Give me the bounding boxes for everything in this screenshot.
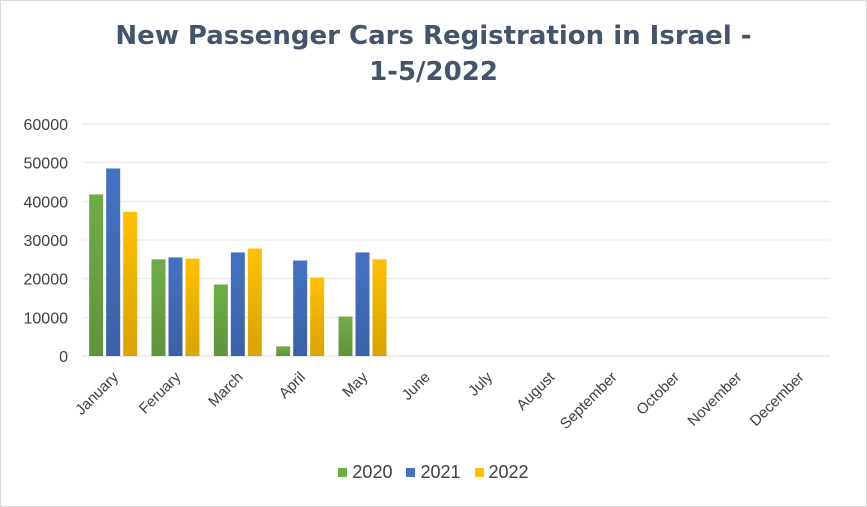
x-tick-label: April xyxy=(276,369,309,402)
x-tick-label: July xyxy=(465,368,496,399)
bar-2020-May xyxy=(339,317,353,356)
legend-swatch xyxy=(338,468,347,477)
x-tick-label: May xyxy=(339,368,371,400)
x-tick-label: January xyxy=(72,368,122,418)
x-axis-tick-labels: January Feruary March April May June July Augus… xyxy=(72,368,807,432)
y-tick-label: 50000 xyxy=(24,156,69,173)
bar-2021-January xyxy=(106,168,120,356)
x-tick-label: June xyxy=(399,369,434,404)
bars xyxy=(89,168,386,356)
y-tick-label: 20000 xyxy=(24,272,69,289)
bar-2020-Feruary xyxy=(152,259,166,356)
bar-2022-January xyxy=(123,212,137,356)
legend: 2020 2021 2022 xyxy=(0,462,867,483)
bar-2022-March xyxy=(248,249,262,356)
bar-2020-April xyxy=(276,346,290,356)
x-tick-label: March xyxy=(205,369,246,410)
legend-item-2021: 2021 xyxy=(406,462,460,483)
bar-2022-May xyxy=(373,259,387,356)
legend-label: 2022 xyxy=(489,462,529,483)
legend-item-2020: 2020 xyxy=(338,462,392,483)
y-tick-label: 40000 xyxy=(24,194,69,211)
bar-2020-January xyxy=(89,194,103,356)
legend-label: 2021 xyxy=(420,462,460,483)
bar-2021-Feruary xyxy=(169,257,183,356)
bar-2021-May xyxy=(356,252,370,356)
legend-swatch xyxy=(406,468,415,477)
y-axis-tick-labels: 0 10000 20000 30000 40000 50000 60000 xyxy=(24,117,69,366)
bar-chart: 0 10000 20000 30000 40000 50000 60000 January F… xyxy=(0,0,867,507)
x-tick-label: November xyxy=(684,369,745,430)
x-tick-label: Feruary xyxy=(136,368,185,417)
legend-item-2022: 2022 xyxy=(475,462,529,483)
bar-2022-Feruary xyxy=(186,259,200,356)
x-tick-label: October xyxy=(633,369,683,419)
bar-2022-April xyxy=(310,278,324,356)
x-tick-label: August xyxy=(513,368,559,414)
legend-swatch xyxy=(475,468,484,477)
y-tick-label: 0 xyxy=(59,349,68,366)
y-tick-label: 30000 xyxy=(24,233,69,250)
bar-2021-April xyxy=(293,260,307,356)
legend-label: 2020 xyxy=(352,462,392,483)
y-tick-label: 60000 xyxy=(24,117,69,134)
x-tick-label: September xyxy=(557,369,621,433)
bar-2020-March xyxy=(214,284,228,356)
bar-2021-March xyxy=(231,252,245,356)
y-tick-label: 10000 xyxy=(24,310,69,327)
x-tick-label: December xyxy=(747,369,808,430)
